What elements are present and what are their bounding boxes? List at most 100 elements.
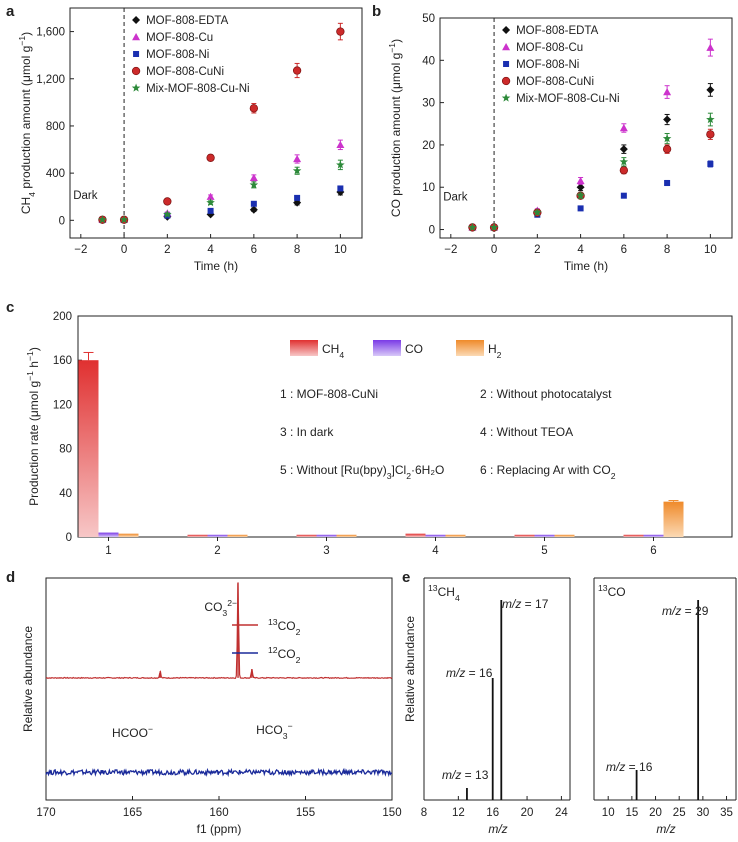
a-data-point (250, 200, 257, 207)
c-note-3: 3 : In dark (280, 425, 334, 439)
c-bar-co-3 (316, 534, 337, 537)
a-x-axis-label: Time (h) (194, 259, 238, 273)
e-x-tick-label: 25 (673, 807, 686, 819)
c-x-tick-label: 5 (541, 545, 547, 557)
b-legend-marker-mof-808-edta (502, 26, 511, 34)
e-x-tick-label: 20 (649, 807, 662, 819)
d-annotation-hco: HCO3− (256, 721, 293, 741)
e-y-axis-label: Relative abundance (403, 616, 417, 722)
d-legend-label-12co2: 12CO2 (268, 645, 301, 665)
a-series-mof-808-ni (99, 185, 344, 223)
b-dark-annotation: Dark (443, 192, 468, 204)
b-x-axis-label: Time (h) (564, 259, 608, 273)
a-data-point (336, 27, 345, 36)
e-x-axis-label-0: m/z (488, 822, 507, 836)
a-x-tick-label: −2 (74, 244, 87, 256)
a-y-tick-label: 400 (46, 168, 65, 180)
c-note-5: 5 : Without [Ru(bpy)3]Cl2·6H₂O (280, 463, 444, 481)
a-legend-label-mof-808-cu: MOF-808-Cu (146, 32, 213, 44)
c-bar-ch4-2 (187, 534, 208, 537)
e-x-tick-label: 8 (421, 807, 427, 819)
panel-c-production-rate: 0 40 80 120 160 200 Production rate (μmol g−1 … (25, 311, 733, 557)
a-data-point (163, 209, 172, 219)
a-legend-marker-mix-mof-808-cu-ni (131, 83, 141, 92)
d-x-axis-label: f1 (ppm) (197, 822, 242, 836)
e-peak-label-mz-29: m/z = 29 (662, 604, 709, 618)
d-x-tick-label: 155 (296, 807, 315, 819)
b-x-tick-label: 2 (534, 244, 540, 256)
c-x-tick-label: 6 (650, 545, 656, 557)
panel-letter-e: e (402, 569, 410, 586)
b-legend-label-mof-808-edta: MOF-808-EDTA (516, 25, 599, 37)
b-data-point (468, 222, 477, 232)
c-note-6: 6 : Replacing Ar with CO2 (480, 463, 616, 481)
a-legend-marker-mof-808-cu (132, 33, 141, 41)
a-data-point (163, 197, 172, 206)
a-legend-marker-mof-808-cuni (131, 66, 141, 76)
a-legend-marker-mof-808-ni (133, 51, 140, 57)
panel-a-ch4-production: −2 0 2 4 6 8 10 0 400 800 1,200 1,600 Dark Time (h) CH… (17, 7, 363, 273)
a-data-point (249, 180, 259, 189)
c-x-tick-label: 2 (214, 545, 220, 557)
b-series-mix-mof-808-cu-ni (468, 112, 715, 232)
e-x-axis-label-1: m/z (656, 822, 675, 836)
d-spectrum-13co2 (45, 583, 393, 680)
a-plot-frame (69, 7, 363, 239)
b-y-axis-label: CO production amount (μmol g−1) (387, 39, 403, 217)
c-y-tick-label: 40 (59, 488, 72, 500)
b-data-point (619, 166, 629, 175)
c-bar-ch4-1 (78, 360, 99, 537)
e-x-tick-label: 15 (625, 807, 638, 819)
e-x-tick-label: 20 (521, 807, 534, 819)
c-bar-ch4-3 (296, 534, 317, 537)
b-data-point (489, 222, 499, 232)
a-x-tick-label: 8 (294, 244, 300, 256)
a-x-tick-label: 0 (121, 244, 127, 256)
e-x-tick-label: 10 (602, 807, 615, 819)
b-data-point (576, 183, 585, 192)
b-y-tick-label: 10 (422, 182, 435, 194)
a-legend-label-mof-808-ni: MOF-808-Ni (146, 49, 209, 61)
d-y-axis-label: Relative abundance (21, 626, 35, 732)
e-peak-label-mz-13: m/z = 13 (442, 768, 489, 782)
b-data-point (706, 115, 715, 124)
b-data-point (619, 124, 628, 132)
d-x-tick-label: 150 (382, 807, 401, 819)
b-x-tick-label: 10 (704, 244, 717, 256)
d-annotation-hcoo: HCOO− (112, 724, 153, 740)
b-legend-marker-mof-808-cuni (501, 76, 511, 86)
b-data-point (662, 134, 672, 143)
b-legend-label-mix-mof-808-cu-ni: Mix-MOF-808-Cu-Ni (516, 93, 620, 105)
c-bar-co-6 (643, 534, 664, 537)
c-bar-co-1 (98, 532, 119, 537)
b-data-point (619, 157, 629, 166)
b-series-mof-808-cuni (468, 128, 715, 232)
e-x-tick-label: 12 (452, 807, 465, 819)
d-legend-label-13co2: 13CO2 (268, 617, 301, 637)
c-bar-ch4-4 (405, 533, 426, 537)
c-legend-label-co: CO (405, 342, 423, 356)
a-x-tick-label: 10 (334, 244, 347, 256)
b-series-mof-808-edta (468, 83, 715, 232)
c-bar-h2-6 (663, 501, 684, 537)
d-spectrum-12co2 (45, 767, 392, 778)
b-y-tick-label: 30 (422, 98, 435, 110)
a-series-mix-mof-808-cu-ni (98, 159, 345, 224)
c-bar-ch4-6 (623, 534, 644, 537)
panel-letter-b: b (372, 3, 381, 20)
c-legend-swatch-co (373, 340, 401, 356)
a-data-point (292, 66, 302, 75)
a-y-tick-label: 0 (59, 215, 65, 227)
panel-letter-c: c (6, 299, 14, 316)
b-legend-marker-mof-808-ni (503, 61, 510, 67)
panel-d-nmr-spectrum: 170 165 160 155 150 f1 (ppm) Relative abundanc… (21, 577, 402, 836)
b-data-point (576, 191, 585, 200)
a-data-point (337, 185, 344, 192)
c-y-tick-label: 160 (53, 355, 72, 367)
d-x-tick-label: 165 (123, 807, 142, 819)
c-plot-frame (77, 315, 733, 538)
d-annotation-co: CO32− (204, 598, 237, 618)
panel-b-co-production: −2 0 2 4 6 8 10 0 10 20 30 40 50 Dark Time (h) CO produ… (387, 13, 733, 273)
b-legend-label-mof-808-cu: MOF-808-Cu (516, 42, 583, 54)
a-series-mof-808-edta (98, 188, 345, 224)
